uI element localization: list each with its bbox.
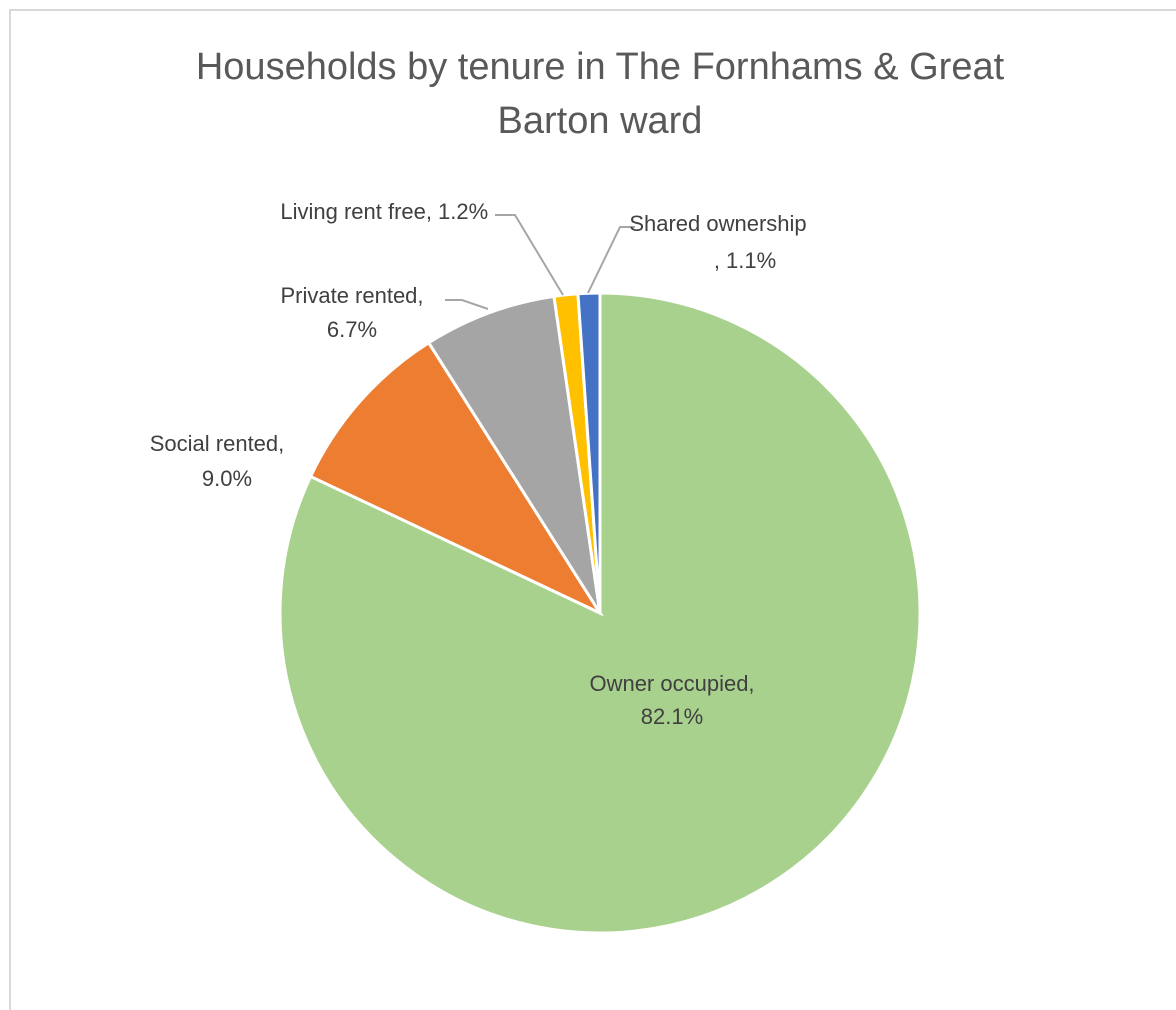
data-label-value: 1.2% xyxy=(438,199,488,224)
pie-slice xyxy=(426,294,602,614)
data-label-category: Private rented, xyxy=(280,283,423,308)
data-label-value: , 1.1% xyxy=(714,248,776,273)
chart-frame xyxy=(9,9,1176,1010)
data-label-value: 82.1% xyxy=(641,704,703,729)
data-label-category: Living rent free, xyxy=(280,199,432,224)
leader-line xyxy=(445,299,489,310)
chart-title: Households by tenure in The Fornhams & G… xyxy=(195,46,1005,142)
pie-slice xyxy=(308,340,605,617)
data-label-value: 6.7% xyxy=(327,317,377,342)
data-label-category: Social rented, xyxy=(150,431,285,456)
data-label-value: 9.0% xyxy=(202,466,252,491)
data-label-category: Shared ownership xyxy=(629,211,806,236)
leader-line xyxy=(587,226,635,294)
data-label-category: Owner occupied, xyxy=(589,671,754,696)
leader-line xyxy=(495,214,564,296)
